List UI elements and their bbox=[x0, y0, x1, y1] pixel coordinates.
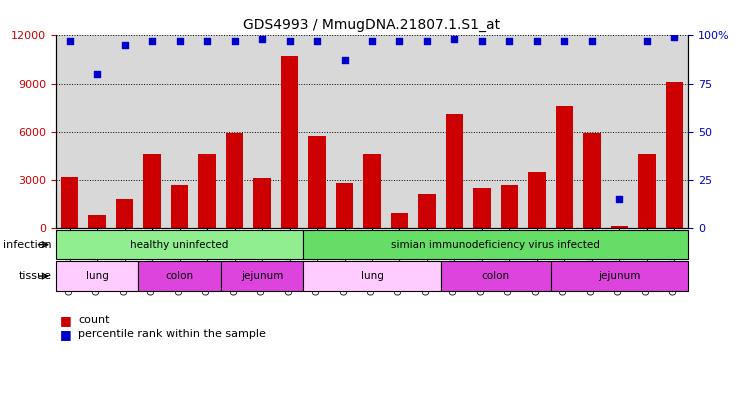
Text: lung: lung bbox=[361, 271, 383, 281]
Point bbox=[669, 34, 681, 40]
Bar bbox=[308, 136, 326, 228]
Bar bbox=[611, 226, 629, 228]
Text: lung: lung bbox=[86, 271, 109, 281]
Bar bbox=[143, 154, 161, 228]
Point bbox=[504, 38, 516, 44]
Point bbox=[283, 38, 295, 44]
Bar bbox=[304, 230, 688, 259]
Text: colon: colon bbox=[481, 271, 510, 281]
Bar bbox=[225, 133, 243, 228]
Point bbox=[201, 38, 213, 44]
Bar bbox=[363, 154, 381, 228]
Bar bbox=[198, 154, 216, 228]
Bar bbox=[304, 261, 440, 291]
Title: GDS4993 / MmugDNA.21807.1.S1_at: GDS4993 / MmugDNA.21807.1.S1_at bbox=[243, 18, 501, 31]
Bar bbox=[56, 261, 138, 291]
Point bbox=[91, 71, 103, 77]
Bar bbox=[336, 183, 353, 228]
Text: infection: infection bbox=[4, 240, 52, 250]
Text: ■: ■ bbox=[60, 327, 71, 341]
Bar bbox=[391, 213, 408, 228]
Point bbox=[256, 36, 268, 42]
Bar bbox=[253, 178, 271, 228]
Point bbox=[559, 38, 571, 44]
Bar bbox=[280, 56, 298, 228]
Point bbox=[476, 38, 488, 44]
Text: count: count bbox=[78, 315, 109, 325]
Text: simian immunodeficiency virus infected: simian immunodeficiency virus infected bbox=[391, 240, 600, 250]
Bar bbox=[501, 185, 519, 228]
Bar bbox=[666, 82, 684, 228]
Point bbox=[228, 38, 240, 44]
Point bbox=[173, 38, 185, 44]
Point bbox=[146, 38, 158, 44]
Bar bbox=[138, 261, 221, 291]
Bar bbox=[446, 114, 464, 228]
Bar bbox=[551, 261, 688, 291]
Point bbox=[339, 57, 350, 64]
Bar bbox=[638, 154, 656, 228]
Bar bbox=[88, 215, 106, 228]
Point bbox=[118, 42, 130, 48]
Bar bbox=[556, 106, 574, 228]
Bar bbox=[170, 185, 188, 228]
Point bbox=[586, 38, 598, 44]
Text: jejunum: jejunum bbox=[241, 271, 283, 281]
Point bbox=[366, 38, 378, 44]
Text: jejunum: jejunum bbox=[598, 271, 641, 281]
Point bbox=[394, 38, 405, 44]
Text: colon: colon bbox=[165, 271, 193, 281]
Bar bbox=[60, 176, 78, 228]
Bar bbox=[56, 230, 304, 259]
Point bbox=[421, 38, 433, 44]
Point bbox=[614, 196, 626, 202]
Text: tissue: tissue bbox=[19, 271, 52, 281]
Point bbox=[641, 38, 653, 44]
Bar bbox=[418, 194, 436, 228]
Text: ■: ■ bbox=[60, 314, 71, 327]
Point bbox=[311, 38, 323, 44]
Text: percentile rank within the sample: percentile rank within the sample bbox=[78, 329, 266, 339]
Point bbox=[449, 36, 461, 42]
Bar bbox=[583, 133, 601, 228]
Text: healthy uninfected: healthy uninfected bbox=[130, 240, 228, 250]
Bar bbox=[473, 188, 491, 228]
Point bbox=[531, 38, 543, 44]
Bar bbox=[221, 261, 304, 291]
Point bbox=[63, 38, 75, 44]
Bar bbox=[528, 172, 546, 228]
Bar bbox=[115, 199, 133, 228]
Bar bbox=[440, 261, 551, 291]
